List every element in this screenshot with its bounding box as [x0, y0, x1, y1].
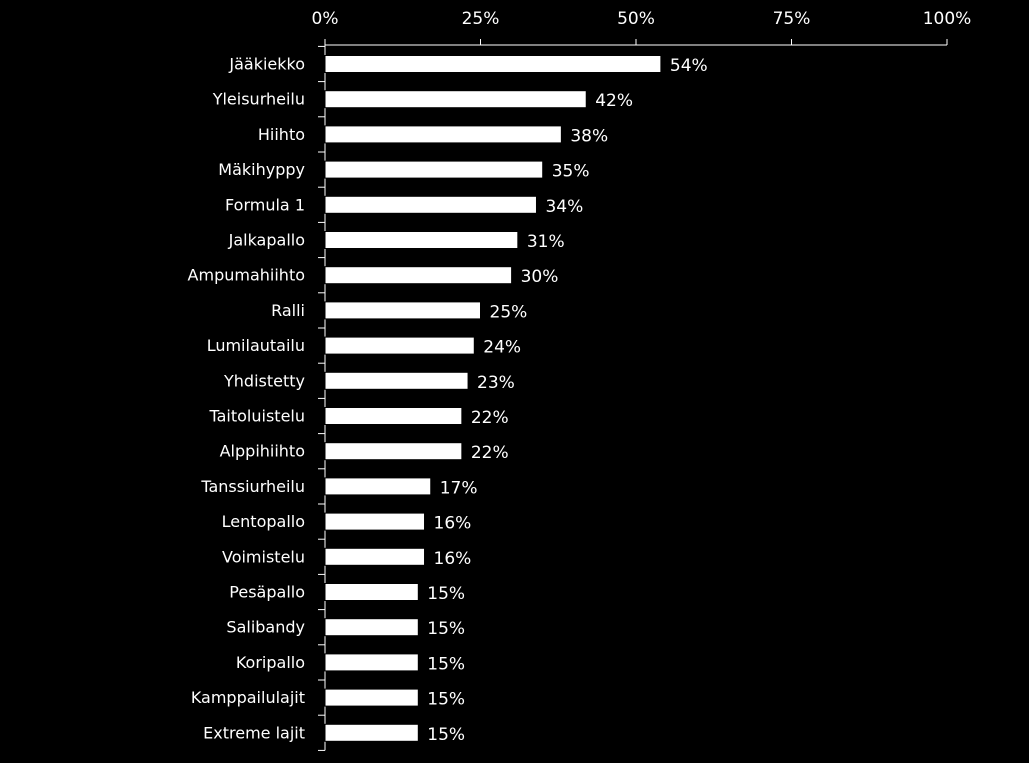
- bar: [324, 90, 587, 109]
- category-label: Pesäpallo: [229, 583, 305, 602]
- bar: [324, 723, 419, 742]
- category-label: Koripallo: [236, 653, 305, 672]
- category-label: Lumilautailu: [207, 336, 305, 355]
- x-tick-label: 100%: [923, 9, 972, 29]
- value-label: 31%: [527, 232, 565, 252]
- value-label: 30%: [521, 267, 559, 287]
- bar: [324, 371, 469, 390]
- category-label: Lentopallo: [222, 512, 305, 531]
- bar: [324, 266, 513, 285]
- value-label: 54%: [670, 56, 708, 76]
- x-tick-label: 25%: [462, 9, 500, 29]
- value-label: 34%: [545, 197, 583, 217]
- label-layer: 0% 25% 50% 75% 100% Jääkiekko 54% Yleisurheilu 4…: [188, 9, 972, 745]
- category-label: Formula 1: [225, 195, 305, 214]
- bar: [324, 477, 432, 496]
- category-label: Yleisurheilu: [212, 90, 305, 109]
- category-label: Tanssiurheilu: [200, 477, 305, 496]
- bar: [324, 547, 426, 566]
- category-label: Mäkihyppy: [218, 160, 305, 179]
- category-label: Salibandy: [226, 618, 305, 637]
- x-tick-label: 50%: [617, 9, 655, 29]
- bar: [324, 442, 463, 461]
- value-label: 15%: [427, 584, 465, 604]
- bar: [324, 653, 419, 672]
- bar: [324, 160, 544, 179]
- category-label: Voimistelu: [222, 547, 305, 566]
- value-label: 15%: [427, 725, 465, 745]
- x-tick-label: 75%: [773, 9, 811, 29]
- value-label: 23%: [477, 373, 515, 393]
- bar: [324, 688, 419, 707]
- value-label: 35%: [552, 162, 590, 182]
- value-label: 42%: [595, 91, 633, 111]
- bar: [324, 618, 419, 637]
- bar: [324, 583, 419, 601]
- bar: [324, 512, 426, 531]
- bar-layer: [324, 55, 662, 742]
- bar: [324, 125, 562, 144]
- category-label: Ralli: [271, 301, 305, 320]
- category-label: Jääkiekko: [228, 55, 305, 74]
- category-label: Extreme lajit: [203, 723, 305, 742]
- bar: [324, 231, 519, 249]
- bar: [324, 301, 481, 320]
- bar: [324, 336, 475, 355]
- value-label: 15%: [427, 690, 465, 710]
- value-label: 16%: [434, 549, 472, 569]
- value-label: 16%: [434, 514, 472, 534]
- value-label: 25%: [490, 302, 528, 322]
- category-label: Kamppailulajit: [191, 688, 305, 707]
- category-label: Taitoluistelu: [208, 407, 305, 426]
- bar: [324, 195, 537, 214]
- category-label: Hiihto: [258, 125, 305, 144]
- value-label: 22%: [471, 443, 509, 463]
- value-label: 24%: [483, 338, 521, 358]
- bar: [324, 407, 463, 425]
- category-label: Jalkapallo: [228, 231, 305, 250]
- category-label: Yhdistetty: [223, 371, 305, 390]
- value-label: 15%: [427, 654, 465, 674]
- category-label: Alppihiihto: [220, 442, 305, 461]
- value-label: 17%: [440, 478, 478, 498]
- value-label: 38%: [570, 126, 608, 146]
- value-label: 22%: [471, 408, 509, 428]
- x-tick-label: 0%: [312, 9, 339, 29]
- category-label: Ampumahiihto: [188, 266, 305, 285]
- bar: [324, 55, 662, 73]
- axis-layer: [318, 39, 948, 751]
- value-label: 15%: [427, 619, 465, 639]
